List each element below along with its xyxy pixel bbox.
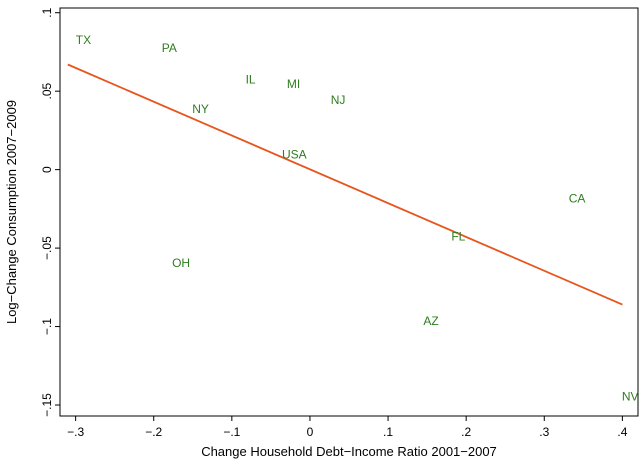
data-point-fl: FL: [451, 229, 465, 243]
y-tick-label: −.15: [40, 393, 54, 417]
axes: −.3 −.2 −.1 0 .1 .2 .3 .4 −.15 −.1 −.05 0 .05 .1: [40, 7, 639, 439]
x-tick-label: .4: [617, 425, 627, 439]
data-point-ca: CA: [569, 192, 586, 206]
y-tick-label: .1: [40, 7, 54, 17]
data-point-tx: TX: [76, 33, 91, 47]
y-tick-label: 0: [40, 166, 54, 173]
data-point-mi: MI: [287, 77, 300, 91]
x-tick-label: −.2: [145, 425, 162, 439]
y-axis-title: Log−Change Consumption 2007−2009: [4, 100, 19, 324]
data-point-nv: NV: [622, 389, 639, 403]
points-layer: TX PA IL MI NJ NY USA CA FL OH AZ NV: [76, 33, 639, 403]
data-point-oh: OH: [172, 256, 190, 270]
fit-line: [67, 63, 623, 306]
data-point-il: IL: [246, 72, 256, 86]
data-point-nj: NJ: [331, 93, 346, 107]
y-tick-label: .05: [40, 83, 54, 100]
y-tick-label: −.05: [40, 236, 54, 260]
x-axis-title: Change Household Debt−Income Ratio 2001−…: [201, 444, 497, 459]
y-tick-label: −.1: [40, 318, 54, 335]
fit-line-layer: [67, 63, 623, 306]
x-tick-label: .1: [383, 425, 393, 439]
x-tick-label: .3: [539, 425, 549, 439]
plot-frame: [59, 7, 639, 417]
data-point-pa: PA: [162, 41, 177, 55]
x-tick-label: 0: [307, 425, 314, 439]
x-tick-label: −.3: [67, 425, 84, 439]
data-point-ny: NY: [192, 102, 209, 116]
x-tick-label: .2: [461, 425, 471, 439]
x-tick-label: −.1: [223, 425, 240, 439]
data-point-az: AZ: [423, 314, 438, 328]
data-point-usa: USA: [282, 148, 307, 162]
